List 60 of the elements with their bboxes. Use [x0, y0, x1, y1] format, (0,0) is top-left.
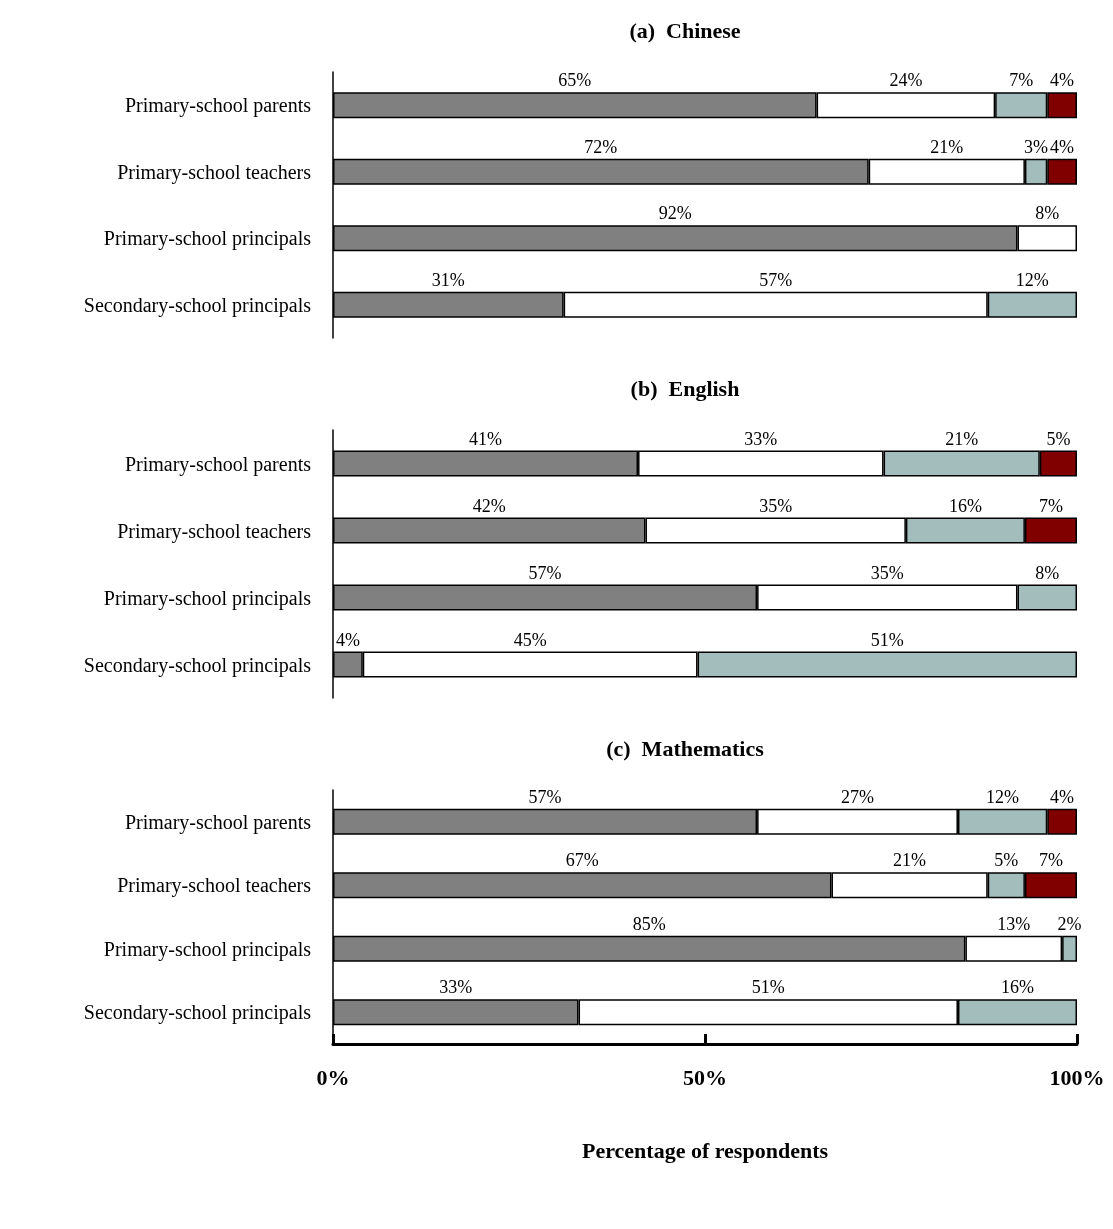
data-label: 41% — [469, 428, 503, 449]
y-tick-label: Secondary-school principals — [83, 653, 312, 677]
y-tick-label: Primary-school principals — [103, 586, 312, 610]
data-label: 13% — [997, 913, 1031, 934]
data-label: 31% — [431, 269, 465, 290]
data-label: 33% — [439, 977, 473, 998]
x-tick-label: 100% — [1049, 1064, 1105, 1090]
data-label: 21% — [893, 850, 927, 871]
data-label: 7% — [1038, 850, 1063, 871]
y-tick-label: Secondary-school principals — [83, 293, 312, 317]
data-label: 51% — [870, 629, 904, 650]
data-label: 16% — [1000, 977, 1034, 998]
data-label: 35% — [870, 562, 904, 583]
y-tick-label: Primary-school teachers — [117, 160, 312, 184]
y-tick-label: Primary-school principals — [103, 227, 312, 251]
data-label: 8% — [1035, 562, 1060, 583]
data-label: 57% — [759, 269, 793, 290]
data-label: 51% — [751, 977, 785, 998]
data-label: 2% — [1057, 913, 1082, 934]
data-label: 8% — [1035, 203, 1060, 224]
data-label: 45% — [513, 629, 547, 650]
data-label: 27% — [841, 786, 875, 807]
data-label: 5% — [994, 850, 1019, 871]
y-tick-label: Primary-school parents — [124, 452, 312, 476]
data-label: 42% — [472, 495, 506, 516]
data-label: 4% — [1050, 136, 1075, 157]
chart-title: (c) Mathematics — [606, 735, 765, 761]
chart-title: (a) Chinese — [629, 17, 741, 43]
data-label: 4% — [1050, 70, 1075, 91]
data-label: 12% — [1015, 269, 1049, 290]
y-tick-label: Secondary-school principals — [83, 1001, 312, 1025]
data-label: 65% — [558, 70, 592, 91]
y-tick-label: Primary-school teachers — [117, 519, 312, 543]
y-tick-label: Primary-school teachers — [117, 874, 312, 898]
data-label: 35% — [759, 495, 793, 516]
y-tick-label: Primary-school principals — [103, 937, 312, 961]
data-label: 4% — [1050, 786, 1075, 807]
data-label: 67% — [565, 850, 599, 871]
data-label: 4% — [335, 629, 360, 650]
data-label: 33% — [744, 428, 778, 449]
data-label: 5% — [1046, 428, 1071, 449]
data-label: 16% — [948, 495, 982, 516]
data-label: 24% — [889, 70, 923, 91]
data-label: 3% — [1024, 136, 1049, 157]
data-label: 7% — [1009, 70, 1034, 91]
data-label: 85% — [632, 913, 666, 934]
x-axis-title: Percentage of respondents — [581, 1137, 829, 1163]
data-label: 92% — [658, 203, 692, 224]
chart-title: (b) English — [630, 375, 740, 401]
data-label: 57% — [528, 562, 562, 583]
data-label: 7% — [1038, 495, 1063, 516]
y-tick-label: Primary-school parents — [124, 810, 312, 834]
data-label: 57% — [528, 786, 562, 807]
data-label: 21% — [930, 136, 964, 157]
y-tick-label: Primary-school parents — [124, 94, 312, 118]
data-label: 12% — [986, 786, 1020, 807]
x-tick-label: 0% — [316, 1064, 350, 1090]
x-tick-label: 50% — [683, 1064, 727, 1090]
data-label: 72% — [584, 136, 618, 157]
data-label: 21% — [945, 428, 979, 449]
